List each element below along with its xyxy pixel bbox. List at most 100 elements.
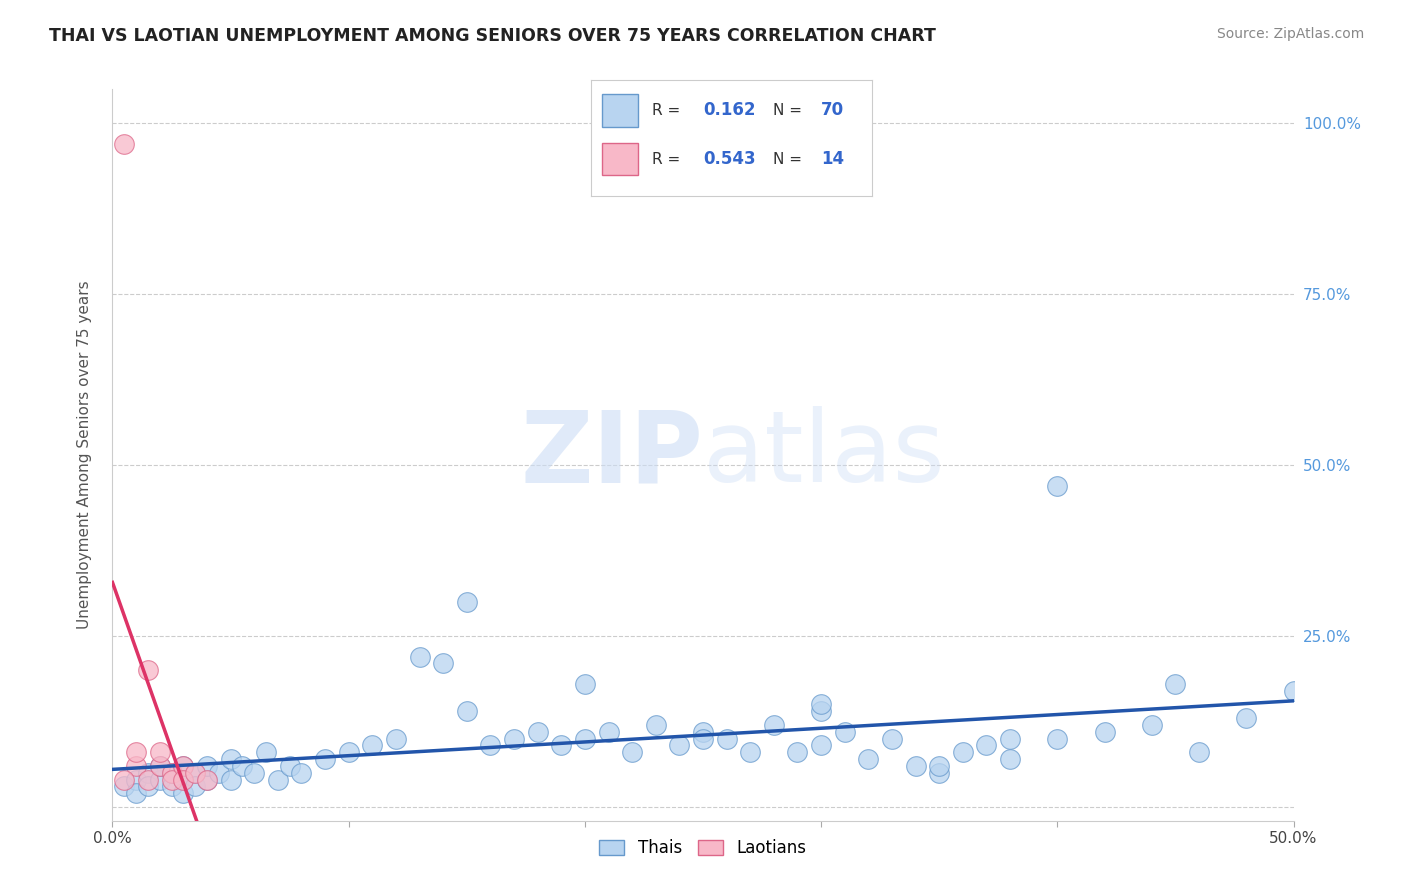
Point — [125, 786, 148, 800]
Point — [112, 772, 135, 787]
Point — [290, 765, 312, 780]
Point — [267, 772, 290, 787]
Point — [834, 724, 856, 739]
Point — [998, 731, 1021, 746]
Point — [762, 718, 785, 732]
Point — [243, 765, 266, 780]
Point — [195, 772, 218, 787]
Point — [172, 759, 194, 773]
Text: 0.162: 0.162 — [703, 102, 755, 120]
Point — [160, 765, 183, 780]
Text: 70: 70 — [821, 102, 844, 120]
Point — [1234, 711, 1257, 725]
Point — [136, 663, 159, 677]
Point — [408, 649, 430, 664]
Point — [456, 704, 478, 718]
Point — [598, 724, 620, 739]
Point — [479, 739, 502, 753]
Point — [125, 772, 148, 787]
Text: 14: 14 — [821, 150, 844, 168]
Text: R =: R = — [652, 152, 686, 167]
Point — [314, 752, 336, 766]
Point — [503, 731, 526, 746]
Point — [172, 786, 194, 800]
Point — [928, 759, 950, 773]
Point — [136, 765, 159, 780]
Point — [337, 745, 360, 759]
Point — [810, 739, 832, 753]
Point — [184, 780, 207, 794]
Point — [385, 731, 408, 746]
Text: atlas: atlas — [703, 407, 945, 503]
Text: Source: ZipAtlas.com: Source: ZipAtlas.com — [1216, 27, 1364, 41]
Point — [112, 136, 135, 151]
Point — [1140, 718, 1163, 732]
Point — [976, 739, 998, 753]
Point — [1164, 677, 1187, 691]
Point — [1188, 745, 1211, 759]
Text: N =: N = — [773, 152, 807, 167]
Point — [716, 731, 738, 746]
Point — [928, 765, 950, 780]
Point — [136, 772, 159, 787]
Point — [361, 739, 384, 753]
Text: N =: N = — [773, 103, 807, 118]
Y-axis label: Unemployment Among Seniors over 75 years: Unemployment Among Seniors over 75 years — [77, 281, 91, 629]
Point — [998, 752, 1021, 766]
Point — [904, 759, 927, 773]
Point — [692, 731, 714, 746]
Point — [574, 677, 596, 691]
Point — [184, 765, 207, 780]
Point — [1046, 478, 1069, 492]
Point — [195, 772, 218, 787]
Point — [786, 745, 808, 759]
Point — [160, 780, 183, 794]
Point — [195, 759, 218, 773]
Point — [160, 765, 183, 780]
Point — [1094, 724, 1116, 739]
Point — [550, 739, 572, 753]
Point — [644, 718, 666, 732]
Point — [149, 759, 172, 773]
Point — [1282, 683, 1305, 698]
Point — [219, 772, 242, 787]
Point — [149, 759, 172, 773]
Text: ZIP: ZIP — [520, 407, 703, 503]
Point — [858, 752, 880, 766]
Point — [621, 745, 644, 759]
Point — [112, 780, 135, 794]
Point — [125, 745, 148, 759]
Point — [574, 731, 596, 746]
Point — [136, 780, 159, 794]
Point — [278, 759, 301, 773]
Point — [432, 657, 454, 671]
Text: 0.543: 0.543 — [703, 150, 755, 168]
Point — [810, 698, 832, 712]
Point — [692, 724, 714, 739]
Point — [810, 704, 832, 718]
Point — [149, 745, 172, 759]
Point — [456, 595, 478, 609]
Point — [952, 745, 974, 759]
Point — [172, 759, 194, 773]
FancyBboxPatch shape — [602, 95, 638, 127]
Point — [668, 739, 690, 753]
Point — [208, 765, 231, 780]
Point — [184, 765, 207, 780]
Point — [526, 724, 548, 739]
Point — [254, 745, 277, 759]
Text: THAI VS LAOTIAN UNEMPLOYMENT AMONG SENIORS OVER 75 YEARS CORRELATION CHART: THAI VS LAOTIAN UNEMPLOYMENT AMONG SENIO… — [49, 27, 936, 45]
Point — [149, 772, 172, 787]
Text: R =: R = — [652, 103, 686, 118]
Point — [219, 752, 242, 766]
Point — [740, 745, 762, 759]
Point — [880, 731, 903, 746]
Point — [1046, 731, 1069, 746]
FancyBboxPatch shape — [602, 143, 638, 176]
Point — [172, 772, 194, 787]
Point — [172, 772, 194, 787]
Point — [160, 772, 183, 787]
Point — [125, 759, 148, 773]
Point — [231, 759, 253, 773]
Legend: Thais, Laotians: Thais, Laotians — [592, 832, 814, 863]
